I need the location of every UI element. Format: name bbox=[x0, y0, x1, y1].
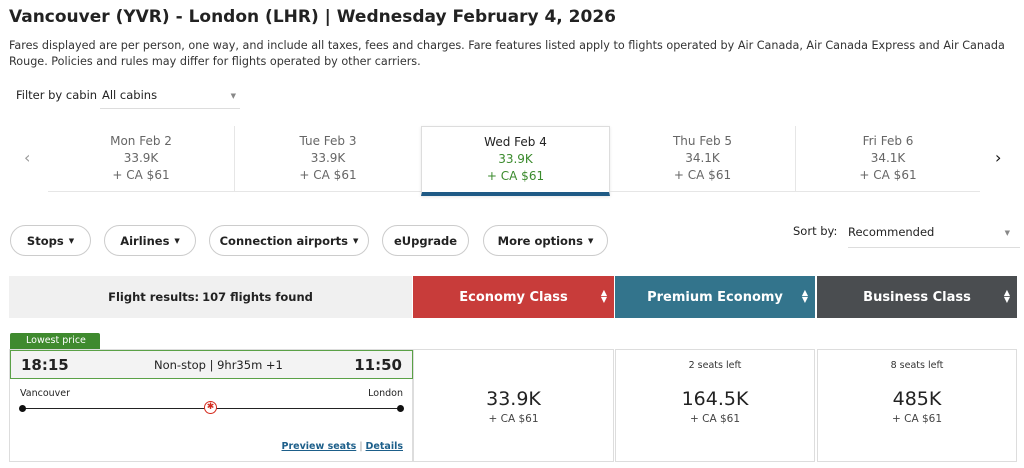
date-option[interactable]: Mon Feb 2 33.9K + CA $61 bbox=[48, 126, 235, 192]
cabin-filter-label: Filter by cabin bbox=[16, 88, 98, 102]
fare-cash: + CA $61 bbox=[488, 413, 539, 425]
date-option[interactable]: Tue Feb 3 33.9K + CA $61 bbox=[235, 126, 422, 192]
filter-label: Airlines bbox=[120, 233, 170, 248]
economy-fare-cell[interactable]: 33.9K + CA $61 bbox=[413, 349, 614, 462]
date-cash: + CA $61 bbox=[486, 169, 545, 183]
date-points: 34.1K bbox=[685, 151, 720, 165]
link-separator: | bbox=[359, 441, 363, 452]
date-points: 33.9K bbox=[123, 151, 159, 165]
arrival-time: 11:50 bbox=[354, 356, 402, 374]
sort-select[interactable]: Recommended ▼ bbox=[848, 220, 1020, 248]
sort-icon: ▲ ▼ bbox=[600, 288, 607, 304]
filter-label: eUpgrade bbox=[393, 233, 458, 248]
flight-card[interactable]: 18:15 Non-stop | 9hr35m +1 11:50 Vancouv… bbox=[9, 349, 413, 462]
fare-cash: + CA $61 bbox=[689, 413, 741, 425]
flight-links: Preview seats | Details bbox=[282, 441, 404, 452]
destination-dot bbox=[397, 405, 404, 412]
origin-city: Vancouver bbox=[20, 388, 71, 399]
connection-airports-filter-button[interactable]: Connection airports ▼ bbox=[209, 225, 369, 256]
air-canada-logo-icon: ✱ bbox=[204, 401, 217, 414]
seats-left: 8 seats left bbox=[890, 360, 944, 371]
filter-label: More options bbox=[497, 233, 583, 248]
economy-class-header[interactable]: Economy Class ▲ ▼ bbox=[413, 276, 614, 318]
details-link[interactable]: Details bbox=[365, 441, 403, 452]
flight-info: Non-stop | 9hr35m +1 bbox=[154, 358, 283, 372]
eupgrade-filter-button[interactable]: eUpgrade bbox=[382, 225, 469, 256]
fare-points: 33.9K bbox=[486, 388, 541, 410]
departure-time: 18:15 bbox=[21, 356, 69, 374]
cabin-filter-select[interactable]: All cabins ▼ bbox=[100, 83, 240, 109]
cabin-name: Business Class bbox=[863, 289, 971, 305]
flight-results-count: Flight results: 107 flights found bbox=[9, 276, 412, 318]
caret-down-icon: ▼ bbox=[353, 236, 359, 245]
sort-icon: ▲ ▼ bbox=[1003, 288, 1010, 304]
caret-down-icon: ▼ bbox=[587, 236, 594, 245]
preview-seats-link[interactable]: Preview seats bbox=[281, 441, 357, 452]
cabin-name: Premium Economy bbox=[647, 289, 783, 305]
fare-cash: + CA $61 bbox=[891, 413, 943, 425]
date-day: Tue Feb 3 bbox=[299, 134, 357, 148]
sort-icon: ▲ ▼ bbox=[801, 288, 808, 304]
business-class-header[interactable]: Business Class ▲ ▼ bbox=[817, 276, 1017, 318]
fare-points: 485K bbox=[892, 388, 942, 410]
sort-value: Recommended bbox=[848, 225, 935, 239]
date-day: Wed Feb 4 bbox=[484, 135, 547, 149]
results-count: 107 flights found bbox=[202, 290, 313, 304]
date-day: Mon Feb 2 bbox=[110, 134, 172, 148]
date-points: 33.9K bbox=[498, 152, 533, 166]
caret-down-icon: ▼ bbox=[174, 236, 180, 245]
date-points: 34.1K bbox=[870, 151, 906, 165]
prev-dates-arrow-icon[interactable]: ‹ bbox=[24, 148, 31, 167]
fare-points: 164.5K bbox=[681, 388, 749, 410]
cabin-filter-value: All cabins bbox=[102, 88, 158, 102]
premium-economy-fare-cell[interactable]: 2 seats left 164.5K + CA $61 bbox=[615, 349, 815, 462]
lowest-price-badge: Lowest price bbox=[10, 333, 100, 349]
page-title: Vancouver (YVR) - London (LHR) | Wednesd… bbox=[9, 7, 616, 27]
date-option[interactable]: Fri Feb 6 34.1K + CA $61 bbox=[796, 126, 980, 192]
filter-label: Stops bbox=[26, 233, 64, 248]
date-day: Fri Feb 6 bbox=[862, 134, 914, 148]
premium-economy-header[interactable]: Premium Economy ▲ ▼ bbox=[615, 276, 815, 318]
business-fare-cell[interactable]: 8 seats left 485K + CA $61 bbox=[817, 349, 1017, 462]
chevron-down-icon: ▼ bbox=[230, 92, 236, 100]
destination-city: London bbox=[368, 388, 403, 399]
date-cash: + CA $61 bbox=[299, 168, 357, 182]
date-cash: + CA $61 bbox=[673, 168, 732, 182]
date-option-selected[interactable]: Wed Feb 4 33.9K + CA $61 bbox=[421, 126, 610, 196]
date-cash: + CA $61 bbox=[112, 168, 170, 182]
date-points: 33.9K bbox=[310, 151, 346, 165]
date-cash: + CA $61 bbox=[859, 168, 917, 182]
cabin-name: Economy Class bbox=[459, 289, 568, 305]
seats-left: 2 seats left bbox=[688, 360, 742, 371]
date-day: Thu Feb 5 bbox=[672, 134, 733, 148]
origin-dot bbox=[19, 405, 26, 412]
results-label: Flight results: bbox=[108, 290, 200, 304]
airlines-filter-button[interactable]: Airlines ▼ bbox=[104, 225, 196, 256]
filter-label: Connection airports bbox=[219, 233, 348, 248]
date-option[interactable]: Thu Feb 5 34.1K + CA $61 bbox=[610, 126, 796, 192]
sort-label: Sort by: bbox=[793, 224, 838, 238]
caret-down-icon: ▼ bbox=[68, 236, 75, 245]
fare-note: Fares displayed are per person, one way,… bbox=[9, 39, 1005, 68]
flight-times-strip: 18:15 Non-stop | 9hr35m +1 11:50 bbox=[10, 350, 413, 379]
chevron-down-icon: ▼ bbox=[1004, 229, 1010, 237]
next-dates-arrow-icon[interactable]: › bbox=[995, 148, 1002, 167]
more-options-filter-button[interactable]: More options ▼ bbox=[483, 225, 608, 256]
stops-filter-button[interactable]: Stops ▼ bbox=[10, 225, 91, 256]
